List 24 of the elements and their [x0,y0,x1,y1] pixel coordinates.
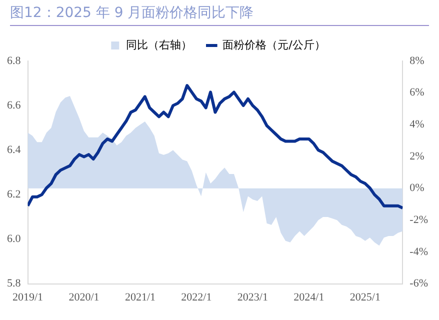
x-tick-label: 2024/1 [294,291,324,304]
y2-tick-label: 6% [410,86,424,99]
x-tick-label: 2022/1 [181,291,212,304]
y2-tick-label: 4% [410,118,424,131]
y2-tick-label: 0% [410,182,424,194]
x-tick-label: 2023/1 [237,291,268,304]
y-tick-label: 6.6 [7,99,22,112]
y2-tick-label: 2% [410,150,424,162]
x-tick-label: 2021/1 [124,291,156,304]
y2-tick-label: 8% [410,54,424,67]
legend-label: 同比（右轴） [126,38,192,52]
x-tick-label: 2020/1 [68,291,100,304]
x-tick-label: 2019/1 [12,291,44,304]
chart-title: 图12：2025 年 9 月面粉价格同比下降 [10,0,429,26]
y-tick-label: 6.0 [7,233,22,246]
y-tick-label: 5.8 [7,278,22,290]
y-tick-label: 6.2 [7,188,21,201]
y2-tick-label: -6% [410,278,428,290]
y2-tick-label: -4% [410,246,428,258]
x-tick-label: 2025/1 [350,291,380,304]
y2-tick-label: -2% [410,214,428,226]
y-tick-label: 6.4 [7,144,22,156]
y-tick-label: 6.8 [7,54,22,67]
legend-label: 面粉价格（元/公斤） [222,38,326,52]
